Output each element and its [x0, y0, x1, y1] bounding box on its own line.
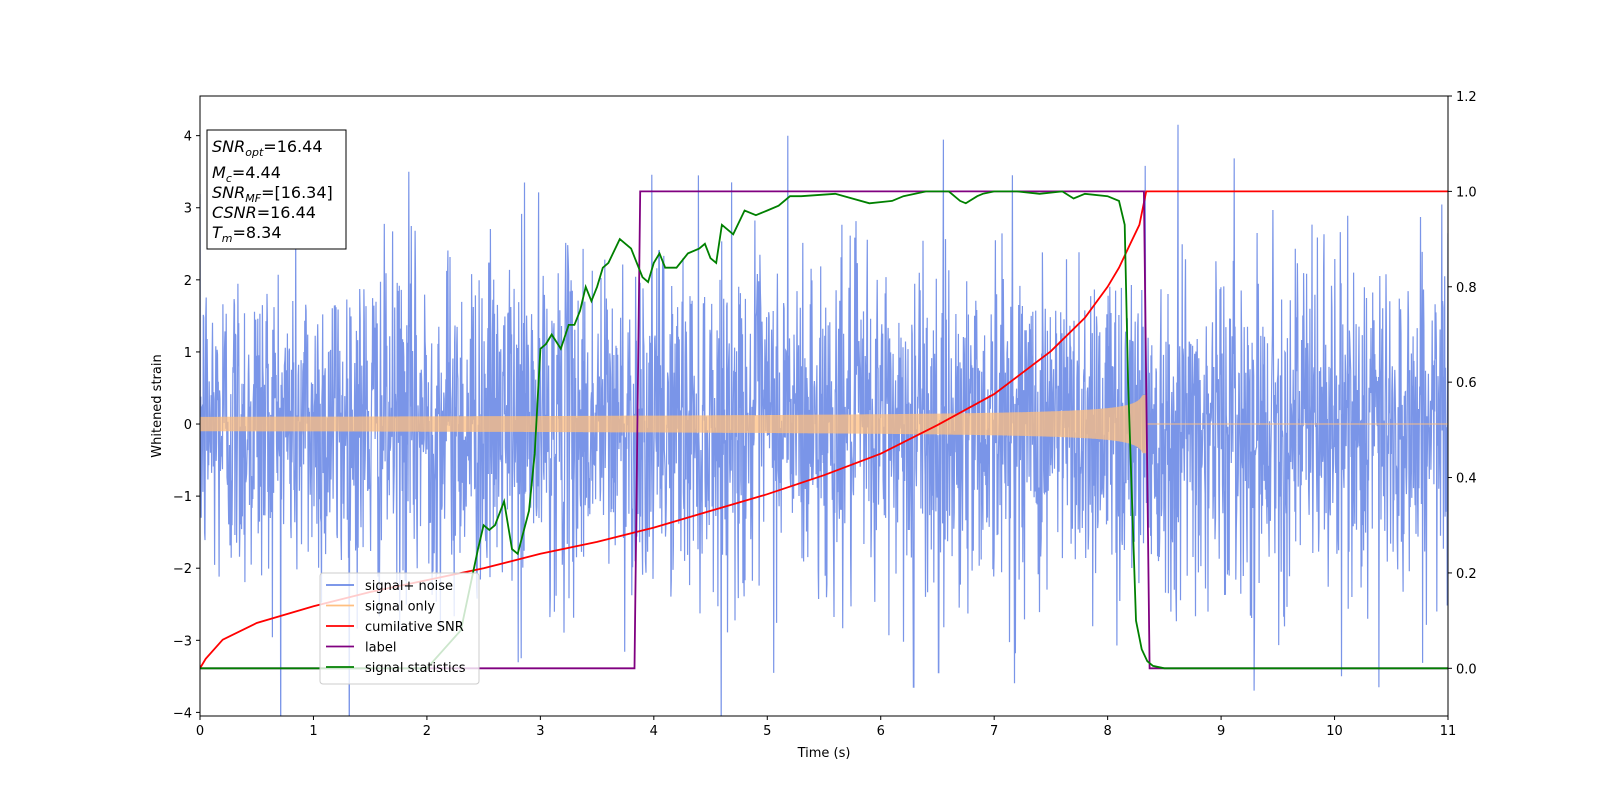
x-tick-label: 11	[1440, 724, 1457, 739]
y-left-tick-label: 2	[184, 274, 192, 289]
snr-opt-text: SNRopt=16.44	[212, 137, 323, 159]
y-left-tick-label: −3	[173, 634, 192, 649]
x-tick-label: 8	[1103, 724, 1111, 739]
x-tick-label: 1	[309, 724, 317, 739]
y-right-tick-label: 0.6	[1456, 376, 1477, 391]
legend-label: signal only	[365, 600, 435, 615]
csnr-text: CSNR=16.44	[212, 203, 316, 222]
x-tick-label: 0	[196, 724, 204, 739]
x-tick-label: 10	[1326, 724, 1343, 739]
x-tick-label: 6	[877, 724, 885, 739]
x-tick-label: 9	[1217, 724, 1225, 739]
y-left-tick-label: 0	[184, 418, 192, 433]
x-axis-label: Time (s)	[797, 746, 851, 761]
mc-text: Mc=4.44	[212, 163, 281, 185]
tm-text: Tm=8.34	[212, 223, 282, 245]
y-left-tick-label: 4	[184, 130, 192, 145]
info-box: SNRopt=16.44 Mc=4.44 SNRMF=[16.34] CSNR=…	[206, 129, 347, 250]
y-left-tick-label: −4	[173, 706, 192, 721]
snr-mf-text: SNRMF=[16.34]	[212, 183, 333, 205]
y-left-tick-label: 1	[184, 346, 192, 361]
y-right-tick-label: 0.2	[1456, 567, 1477, 582]
plot-frame	[199, 95, 1449, 717]
y-axis-right: 0.0 0.2 0.4 0.6 0.8 1.0 1.2	[1448, 90, 1477, 677]
legend-label: signal+ noise	[365, 579, 453, 594]
y-left-tick-label: −2	[173, 562, 192, 577]
series-signal-noise	[200, 124, 1448, 716]
legend-label: label	[365, 641, 396, 656]
x-tick-label: 2	[423, 724, 431, 739]
x-tick-label: 7	[990, 724, 998, 739]
x-axis: 0 1 2 3 4 5 6 7 8 9 10 11	[196, 716, 1456, 739]
series-signal-statistics	[200, 190, 1448, 670]
x-tick-label: 4	[650, 724, 658, 739]
y-right-tick-label: 0.8	[1456, 281, 1477, 296]
x-tick-label: 5	[763, 724, 771, 739]
y-right-tick-label: 1.2	[1456, 90, 1477, 105]
y-right-tick-label: 1.0	[1456, 185, 1477, 200]
legend-label: cumilative SNR	[365, 620, 464, 635]
y-right-tick-label: 0.4	[1456, 472, 1477, 487]
legend: signal+ noise signal only cumilative SNR la…	[319, 572, 480, 685]
y-left-tick-label: 3	[184, 202, 192, 217]
x-tick-label: 3	[536, 724, 544, 739]
y-axis-left: −4 −3 −2 −1 0 1 2 3 4	[173, 130, 200, 721]
y-right-tick-label: 0.0	[1456, 662, 1477, 677]
series-signal-only	[200, 394, 1448, 454]
y-left-tick-label: −1	[173, 490, 192, 505]
y-axis-label: Whitened strain	[150, 354, 165, 457]
legend-label: signal statistics	[365, 661, 466, 676]
